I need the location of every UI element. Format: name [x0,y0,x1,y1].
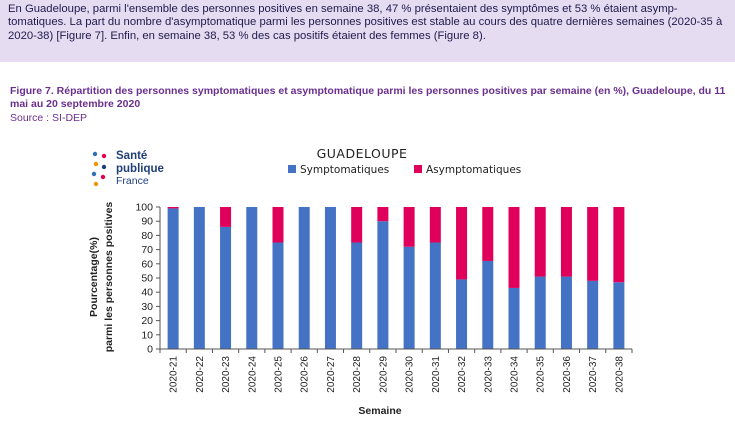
y-tick-label: 80 [141,230,153,242]
y-tick-label: 60 [141,258,153,270]
bar-asymptomatiques-2020-23 [220,207,232,227]
bar-asymptomatiques-2020-32 [456,207,468,280]
x-axis: 2020-21 2020-22 2020-23 2020-24 2020-25 2020-… [159,348,633,393]
bar-symptomatiques-2020-26 [298,207,310,349]
x-tick-label: 2020-35 [536,356,547,393]
legend-label-symptomatiques: Symptomatiques [300,164,389,176]
legend-label-asymptomatiques: Asymptomatiques [426,164,521,176]
bar-symptomatiques-2020-22 [193,207,205,349]
bar-symptomatiques-2020-35 [534,276,546,349]
bar-symptomatiques-2020-24 [246,207,258,349]
bar-asymptomatiques-2020-36 [560,207,572,277]
x-tick-label: 2020-34 [510,356,521,393]
chart-title: GUADELOUPE [317,146,408,161]
bar-asymptomatiques-2020-33 [482,207,494,261]
x-tick-label: 2020-36 [562,356,573,393]
bars-group [167,207,625,349]
bar-asymptomatiques-2020-25 [272,207,284,243]
bar-asymptomatiques-2020-29 [377,207,389,222]
bar-asymptomatiques-2020-31 [429,207,441,243]
x-tick-label: 2020-32 [457,356,468,393]
legend-swatch-asymptomatiques [414,165,422,173]
y-tick-label: 40 [141,287,153,299]
bar-asymptomatiques-2020-21 [167,207,179,209]
chart-legend: Symptomatiques Asymptomatiques [288,164,521,176]
logo-line-2: publique [116,162,164,175]
bar-symptomatiques-2020-25 [272,242,284,349]
x-tick-label: 2020-25 [274,356,285,393]
bar-asymptomatiques-2020-38 [613,207,625,283]
x-tick-label: 2020-21 [169,356,180,393]
bar-symptomatiques-2020-34 [508,287,520,349]
x-tick-label: 2020-30 [405,356,416,393]
bar-symptomatiques-2020-28 [351,242,363,349]
bar-symptomatiques-2020-27 [324,207,336,349]
logo-dots-icon [91,151,107,187]
bar-symptomatiques-2020-32 [456,279,468,349]
x-tick-label: 2020-38 [614,356,625,393]
logo-text: Santé publique France [116,150,164,188]
x-axis-title: Semaine [358,405,401,417]
x-tick-label: 2020-23 [221,356,232,393]
bar-symptomatiques-2020-33 [482,260,494,349]
bar-asymptomatiques-2020-28 [351,207,363,243]
y-axis: 0 10 20 30 40 50 60 70 80 90 100 [135,202,161,356]
bar-symptomatiques-2020-30 [403,246,415,349]
bar-symptomatiques-2020-38 [613,282,625,349]
bar-symptomatiques-2020-23 [220,226,232,349]
x-tick-label: 2020-26 [300,356,311,393]
x-tick-label: 2020-31 [431,356,442,393]
bar-asymptomatiques-2020-37 [587,207,599,281]
bar-asymptomatiques-2020-35 [534,207,546,277]
x-tick-label: 2020-24 [247,356,258,393]
x-tick-label: 2020-22 [195,356,206,393]
legend-swatch-symptomatiques [288,165,296,173]
figure-source: Source : SI-DEP [10,112,88,124]
y-axis-title-line-1: Pourcentage(%) [88,237,100,317]
intro-paragraph: En Guadeloupe, parmi l'ensemble des pers… [8,3,723,42]
sante-publique-france-logo: Santé publique France [90,150,180,190]
logo-line-3: France [116,175,149,187]
bar-asymptomatiques-2020-30 [403,207,415,247]
y-axis-title-line-2: parmi les personnes positives [103,202,115,353]
x-tick-label: 2020-37 [588,356,599,393]
figure-title: Figure 7. Répartition des personnes symp… [10,85,726,110]
x-tick-label: 2020-29 [378,356,389,393]
y-tick-label: 100 [135,202,153,214]
bar-asymptomatiques-2020-34 [508,207,520,288]
bar-symptomatiques-2020-37 [587,280,599,349]
x-tick-label: 2020-27 [326,356,337,393]
x-tick-label: 2020-28 [352,356,363,393]
y-tick-label: 20 [141,315,153,327]
bar-symptomatiques-2020-36 [560,276,572,349]
y-tick-label: 70 [141,244,153,256]
y-tick-label: 50 [141,273,153,285]
y-tick-label: 10 [141,329,153,341]
y-tick-label: 0 [147,344,153,356]
logo-line-1: Santé [116,150,148,162]
y-tick-label: 30 [141,301,153,313]
bar-symptomatiques-2020-31 [429,242,441,349]
bar-symptomatiques-2020-29 [377,221,389,349]
bar-symptomatiques-2020-21 [167,208,179,349]
intro-box: En Guadeloupe, parmi l'ensemble des pers… [0,0,735,62]
y-tick-label: 90 [141,216,153,228]
x-tick-label: 2020-33 [483,356,494,393]
